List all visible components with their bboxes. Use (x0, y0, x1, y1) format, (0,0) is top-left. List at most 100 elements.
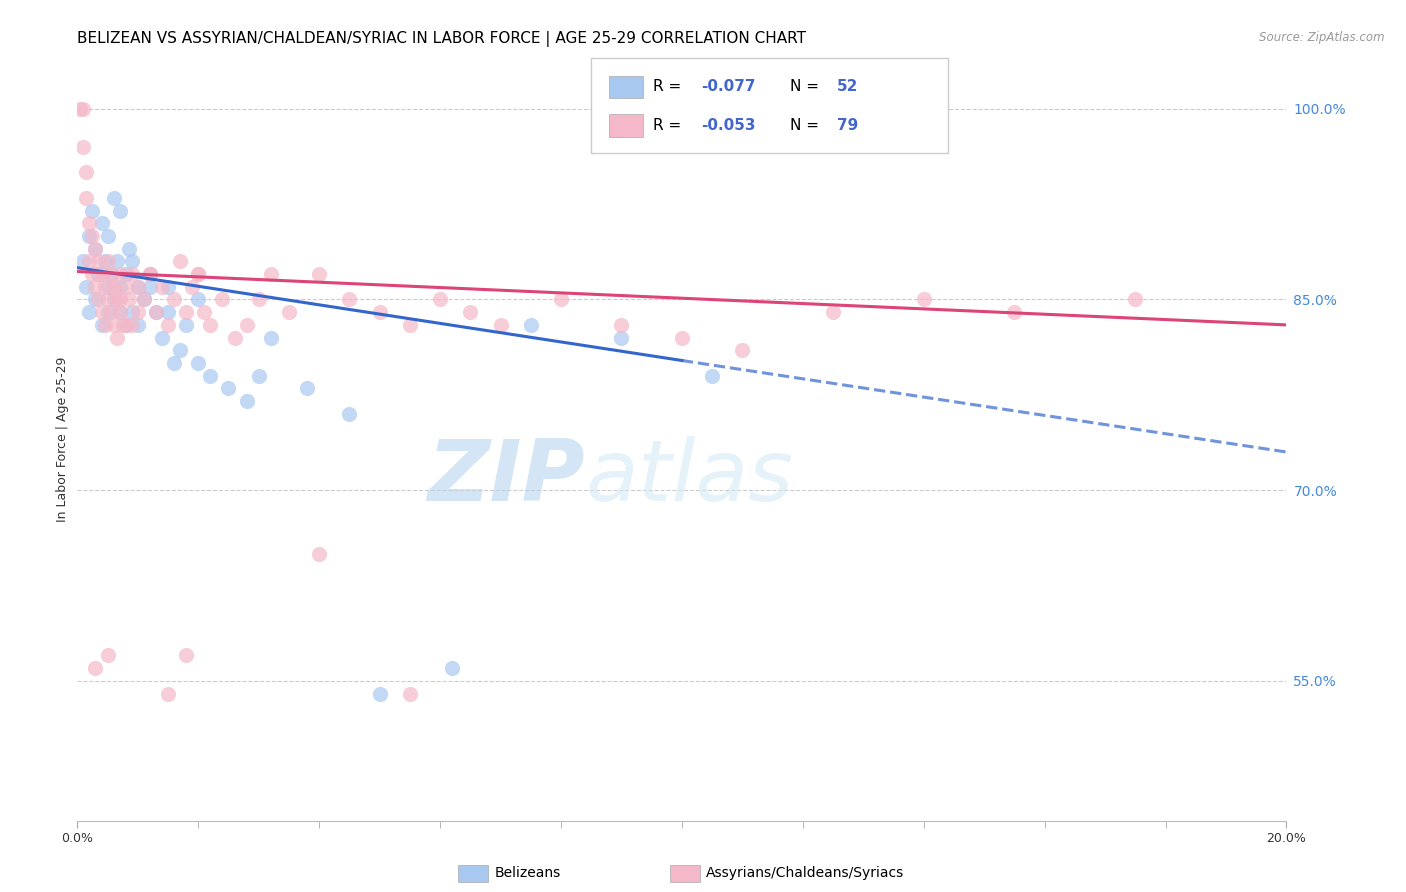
Text: Belizeans: Belizeans (495, 866, 561, 880)
Point (103, 279, 125, 293)
Point (121, 254, 143, 268)
Point (114, 318, 136, 332)
Point (157, 305, 180, 319)
Point (84, 242, 107, 256)
Point (1125, 293, 1147, 307)
Point (157, 318, 180, 332)
Point (211, 293, 233, 307)
Text: N =: N = (790, 79, 824, 95)
Point (111, 318, 134, 332)
Point (96, 305, 118, 319)
Point (429, 293, 451, 307)
Point (108, 305, 131, 319)
Point (260, 330, 283, 344)
Point (295, 381, 318, 395)
Point (114, 318, 136, 332)
Point (105, 254, 128, 268)
Point (108, 203, 131, 218)
Point (610, 330, 633, 344)
Text: Source: ZipAtlas.com: Source: ZipAtlas.com (1260, 31, 1385, 45)
Point (399, 686, 422, 700)
Point (121, 267, 143, 281)
Point (187, 293, 209, 307)
Point (163, 356, 186, 370)
Point (174, 318, 197, 332)
Point (187, 356, 209, 370)
Point (108, 267, 131, 281)
Text: BELIZEAN VS ASSYRIAN/CHALDEAN/SYRIAC IN LABOR FORCE | AGE 25-29 CORRELATION CHAR: BELIZEAN VS ASSYRIAN/CHALDEAN/SYRIAC IN … (77, 31, 806, 47)
FancyBboxPatch shape (669, 865, 700, 881)
Point (169, 343, 191, 358)
Point (121, 318, 143, 332)
Point (79, 216, 101, 230)
Point (114, 267, 136, 281)
Point (139, 279, 162, 293)
Point (90, 216, 112, 230)
Point (308, 267, 330, 281)
FancyBboxPatch shape (609, 76, 643, 98)
Point (247, 293, 270, 307)
Point (75, 191, 97, 205)
Point (84, 293, 107, 307)
Text: 52: 52 (837, 79, 858, 95)
Point (90, 318, 112, 332)
Point (96, 648, 118, 663)
Point (118, 293, 141, 307)
Point (132, 293, 155, 307)
Point (235, 318, 257, 332)
Point (90, 267, 112, 281)
FancyBboxPatch shape (458, 865, 488, 881)
Point (821, 305, 844, 319)
Text: Assyrians/Chaldeans/Syriacs: Assyrians/Chaldeans/Syriacs (706, 866, 904, 880)
Point (139, 267, 162, 281)
Point (550, 293, 572, 307)
Point (224, 330, 246, 344)
Point (100, 267, 122, 281)
Text: -0.053: -0.053 (702, 118, 756, 133)
Point (200, 318, 222, 332)
Text: N =: N = (790, 118, 824, 133)
Point (96, 293, 118, 307)
Point (127, 279, 149, 293)
Point (127, 279, 149, 293)
Point (105, 330, 128, 344)
Point (132, 293, 155, 307)
Point (96, 279, 118, 293)
Point (96, 228, 118, 243)
Point (247, 368, 270, 383)
Text: R =: R = (652, 118, 686, 133)
Point (260, 267, 283, 281)
Point (200, 368, 222, 383)
Point (87, 267, 110, 281)
Point (308, 547, 330, 561)
Point (339, 407, 360, 421)
Point (90, 305, 112, 319)
Point (139, 267, 162, 281)
Point (163, 293, 186, 307)
Point (93, 254, 115, 268)
Point (150, 330, 173, 344)
Point (368, 686, 391, 700)
Point (100, 305, 122, 319)
Point (139, 267, 162, 281)
Point (1004, 305, 1026, 319)
Point (489, 318, 512, 332)
Point (187, 267, 209, 281)
Point (145, 305, 167, 319)
Point (108, 279, 131, 293)
Point (100, 267, 122, 281)
Text: atlas: atlas (585, 436, 793, 519)
Point (79, 254, 101, 268)
Point (108, 305, 131, 319)
Point (157, 279, 180, 293)
Point (181, 279, 204, 293)
Point (84, 279, 107, 293)
Point (82, 203, 104, 218)
Point (114, 279, 136, 293)
FancyBboxPatch shape (592, 58, 948, 153)
Point (103, 191, 125, 205)
Point (187, 267, 209, 281)
Text: ZIP: ZIP (427, 436, 585, 519)
Point (90, 267, 112, 281)
Point (150, 279, 173, 293)
